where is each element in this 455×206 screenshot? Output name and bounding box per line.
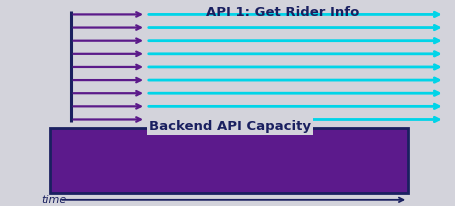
Bar	[50, 128, 407, 193]
Text: API 1: Get Rider Info: API 1: Get Rider Info	[206, 6, 359, 19]
Text: Backend API Capacity: Backend API Capacity	[149, 120, 311, 133]
Text: time: time	[41, 195, 66, 205]
